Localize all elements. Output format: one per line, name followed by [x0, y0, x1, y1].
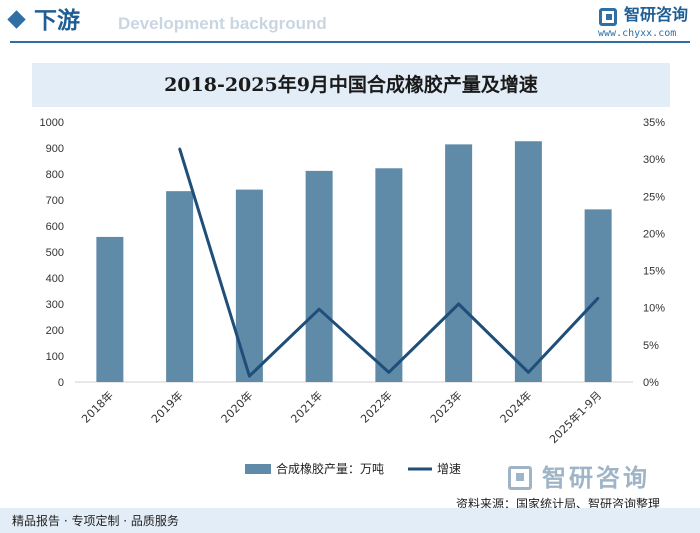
y-left-tick-label: 200: [46, 325, 64, 337]
x-tick-label: 2023年: [427, 388, 464, 425]
brand-logo-icon: [599, 8, 617, 26]
x-tick-label: 2019年: [148, 388, 185, 425]
y-left-tick-label: 0: [58, 377, 64, 389]
y-right-tick-label: 15%: [643, 266, 665, 278]
bar: [166, 191, 194, 382]
legend-label-line: 增速: [437, 462, 461, 476]
y-left-tick-label: 900: [46, 143, 64, 155]
y-left-tick-label: 600: [46, 221, 64, 233]
brand-url: www.chyxx.com: [598, 28, 677, 39]
legend-swatch-bar: [245, 464, 271, 474]
title-band: [32, 63, 670, 107]
x-tick-label: 2024年: [497, 388, 534, 425]
bar: [235, 189, 263, 382]
footer-band: [0, 508, 700, 533]
source-note: 资料来源：国家统计局、智研咨询整理: [456, 497, 661, 511]
x-tick-label: 2021年: [288, 388, 325, 425]
y-right-tick-label: 35%: [643, 117, 665, 129]
line-point: [317, 308, 321, 311]
bar: [584, 209, 612, 382]
y-left-tick-label: 1000: [40, 117, 64, 129]
line-point: [248, 374, 251, 378]
y-left-tick-label: 700: [46, 195, 64, 207]
y-right-tick-label: 5%: [643, 340, 659, 352]
y-left-tick-label: 500: [46, 247, 64, 259]
y-left-tick-label: 100: [46, 351, 64, 363]
line-point: [596, 296, 600, 300]
section-title: 下游: [34, 8, 80, 34]
y-left-tick-label: 400: [46, 273, 64, 285]
watermark-text: 智研咨询: [542, 464, 650, 492]
line-point: [527, 371, 530, 374]
x-tick-label: 2018年: [79, 388, 116, 425]
y-right-tick-label: 30%: [643, 154, 665, 166]
line-point: [457, 302, 460, 306]
legend-label-bar: 合成橡胶产量：万吨: [276, 461, 384, 476]
section-subtitle: Development background: [118, 14, 327, 33]
x-tick-label: 2020年: [218, 388, 255, 425]
x-tick-label: 2022年: [358, 388, 395, 425]
y-left-tick-label: 800: [46, 169, 64, 181]
bar: [96, 236, 124, 382]
bar: [445, 144, 473, 382]
bar: [375, 168, 403, 382]
x-tick-label: 2025年1-9月: [546, 388, 604, 446]
line-point: [178, 147, 181, 150]
y-right-tick-label: 10%: [643, 303, 665, 315]
chart-title: 2018-2025年9月中国合成橡胶产量及增速: [164, 74, 538, 96]
brand-name: 智研咨询: [624, 5, 689, 24]
line-point: [387, 371, 391, 374]
footer-text: 精品报告 · 专项定制 · 品质服务: [12, 514, 179, 528]
bar: [514, 141, 542, 382]
header: Development background 下游 智研咨询 www.chyxx…: [0, 0, 700, 44]
y-left-tick-label: 300: [46, 299, 64, 311]
y-right-tick-label: 0%: [643, 377, 659, 389]
bar: [305, 170, 333, 382]
y-right-tick-label: 25%: [643, 191, 665, 203]
watermark-logo-icon: [508, 466, 532, 490]
y-right-tick-label: 20%: [643, 228, 665, 240]
header-divider: [10, 41, 690, 43]
